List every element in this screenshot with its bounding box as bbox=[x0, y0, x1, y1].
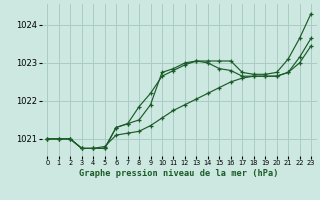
X-axis label: Graphe pression niveau de la mer (hPa): Graphe pression niveau de la mer (hPa) bbox=[79, 169, 279, 178]
